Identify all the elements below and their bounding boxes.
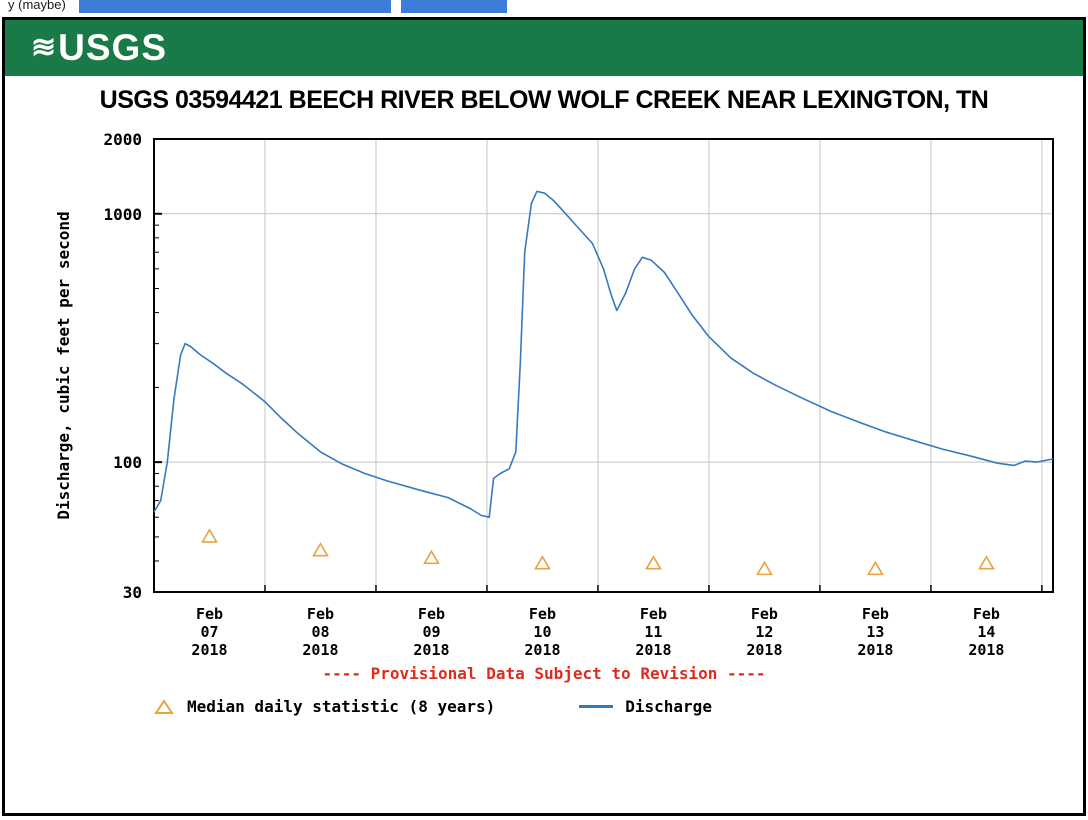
legend-discharge-label: Discharge xyxy=(625,697,712,716)
x-tick-label: Feb xyxy=(307,605,334,623)
x-tick-label: 09 xyxy=(422,623,440,641)
clipped-browser-text-line: y (maybe) xyxy=(0,0,1088,17)
x-tick-label: 2018 xyxy=(635,641,671,659)
usgs-header-banner: ≋ USGS xyxy=(5,20,1083,76)
x-tick-label: Feb xyxy=(196,605,223,623)
chart-legend: Median daily statistic (8 years) Dischar… xyxy=(5,697,1083,716)
x-tick-label: 2018 xyxy=(968,641,1004,659)
x-tick-label: 2018 xyxy=(746,641,782,659)
median-marker xyxy=(423,549,440,565)
x-tick-label: 12 xyxy=(755,623,773,641)
discharge-line xyxy=(153,190,1054,519)
x-tick-label: 2018 xyxy=(191,641,227,659)
x-tick-label: 2018 xyxy=(302,641,338,659)
median-marker xyxy=(201,528,218,543)
legend-median-label: Median daily statistic (8 years) xyxy=(187,697,496,716)
x-tick-label: 2018 xyxy=(524,641,560,659)
x-tick-label: 2018 xyxy=(857,641,893,659)
x-tick-label: Feb xyxy=(418,605,445,623)
legend-item-median: Median daily statistic (8 years) xyxy=(153,697,495,716)
legend-item-discharge: Discharge xyxy=(579,697,712,716)
x-tick-label: 2018 xyxy=(413,641,449,659)
median-marker xyxy=(645,555,662,570)
median-triangle-icon xyxy=(154,698,174,714)
median-marker xyxy=(534,555,551,570)
x-tick-label: 13 xyxy=(866,623,884,641)
usgs-logo-text: USGS xyxy=(58,27,167,68)
page-frame: ≋ USGS USGS 03594421 BEECH RIVER BELOW W… xyxy=(2,17,1086,816)
chart-canvas: 2000100010030Feb072018Feb082018Feb092018… xyxy=(54,130,1054,659)
x-tick-label: Feb xyxy=(751,605,778,623)
y-tick-label: 2000 xyxy=(103,130,142,149)
station-title: USGS 03594421 BEECH RIVER BELOW WOLF CRE… xyxy=(99,86,989,114)
provisional-note: ---- Provisional Data Subject to Revisio… xyxy=(322,664,766,683)
x-tick-label: 11 xyxy=(644,623,662,641)
clipped-text: y (maybe) xyxy=(8,0,66,12)
highlighted-text-segment-2 xyxy=(401,0,508,13)
plot-frame xyxy=(153,138,1054,593)
median-marker xyxy=(978,555,995,570)
x-tick-label: Feb xyxy=(529,605,556,623)
discharge-line-icon xyxy=(579,705,614,708)
median-marker xyxy=(312,542,329,557)
x-tick-label: 08 xyxy=(311,623,329,641)
x-tick-label: Feb xyxy=(973,605,1000,623)
median-marker xyxy=(756,560,773,576)
y-tick-label: 1000 xyxy=(103,205,142,224)
x-tick-label: 07 xyxy=(200,623,218,641)
usgs-waves-icon: ≋ xyxy=(31,31,57,64)
median-marker xyxy=(867,560,884,576)
clipped-text-content: y (maybe) xyxy=(8,0,1088,13)
usgs-logo[interactable]: ≋ USGS xyxy=(31,27,167,69)
hydrograph-chart: 2000 1000 100 30 Feb 07 2018 Feb 08 2018 Feb 09 2018… xyxy=(5,117,1083,716)
y-tick-label: 100 xyxy=(113,453,142,472)
x-tick-label: 14 xyxy=(977,623,995,641)
x-tick-label: Feb xyxy=(862,605,889,623)
x-tick-label: Feb xyxy=(640,605,667,623)
x-tick-label: 10 xyxy=(533,623,551,641)
y-tick-label: 30 xyxy=(123,583,142,602)
highlighted-text-segment-1 xyxy=(79,0,392,13)
y-axis-label: Discharge, cubic feet per second xyxy=(54,211,73,519)
